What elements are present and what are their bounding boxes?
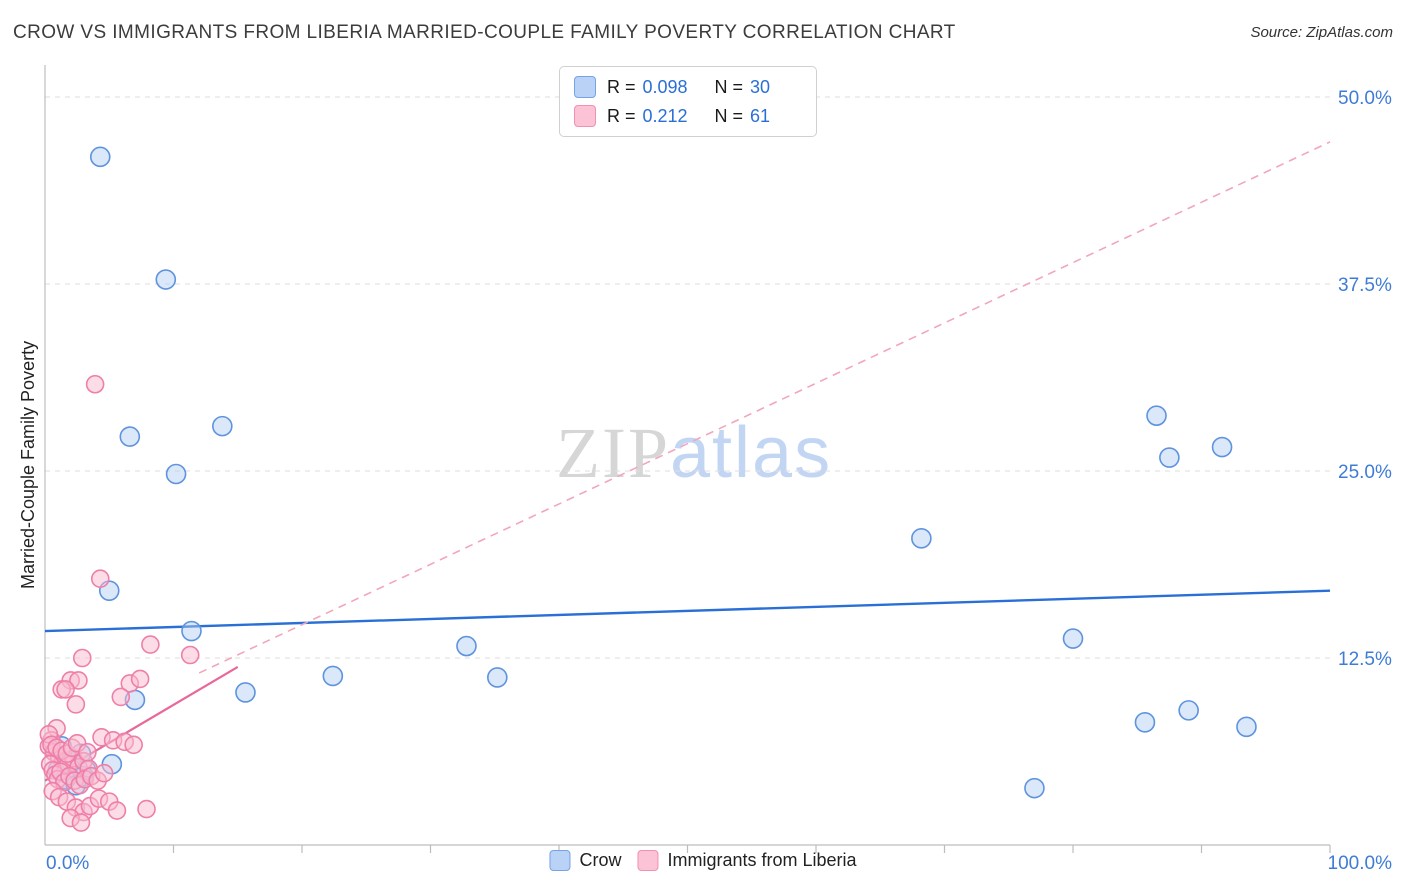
r-value-liberia: 0.212 (642, 105, 688, 126)
legend-row-liberia: R = 0.212 N = 61 (574, 105, 802, 127)
liberia-legend-label: Immigrants from Liberia (667, 850, 857, 870)
scatter-point-crow[interactable] (911, 528, 932, 549)
n-label: N = (714, 105, 744, 126)
y-tick-label: 50.0% (1338, 88, 1392, 109)
scatter-point-immigrants-from-liberia[interactable] (69, 671, 88, 690)
r-label: R = (607, 76, 636, 97)
y-tick-label: 25.0% (1338, 462, 1392, 483)
scatter-point-immigrants-from-liberia[interactable] (107, 801, 127, 820)
series-legend: Crow Immigrants from Liberia (549, 850, 857, 871)
trend-line-immigrants-from-liberia (198, 141, 1331, 674)
scatter-point-crow[interactable] (1062, 628, 1084, 649)
scatter-point-crow[interactable] (487, 667, 508, 688)
scatter-point-crow[interactable] (1146, 405, 1167, 426)
scatter-point-crow[interactable] (322, 665, 344, 687)
scatter-point-crow[interactable] (1178, 700, 1199, 721)
crow-legend-label: Crow (579, 850, 622, 870)
scatter-point-immigrants-from-liberia[interactable] (66, 695, 86, 714)
scatter-point-crow[interactable] (235, 682, 256, 703)
n-value-crow: 30 (750, 76, 771, 97)
liberia-swatch-icon (574, 105, 596, 127)
scatter-point-crow[interactable] (212, 415, 233, 437)
scatter-point-immigrants-from-liberia[interactable] (78, 742, 97, 762)
chart-title: CROW VS IMMIGRANTS FROM LIBERIA MARRIED-… (13, 22, 956, 43)
scatter-point-immigrants-from-liberia[interactable] (180, 645, 200, 665)
scatter-point-immigrants-from-liberia[interactable] (94, 763, 114, 783)
scatter-point-crow[interactable] (165, 463, 187, 485)
scatter-point-immigrants-from-liberia[interactable] (124, 735, 143, 755)
y-tick-label: 37.5% (1338, 275, 1392, 296)
scatter-point-immigrants-from-liberia[interactable] (137, 799, 156, 819)
scatter-point-immigrants-from-liberia[interactable] (141, 635, 160, 654)
scatter-point-crow[interactable] (181, 620, 202, 642)
liberia-legend-swatch-icon (637, 850, 659, 871)
scatter-point-immigrants-from-liberia[interactable] (72, 648, 92, 668)
correlation-legend-box: R = 0.098 N = 30 R = 0.212 N = 61 (559, 66, 817, 137)
legend-item-liberia: Immigrants from Liberia (637, 850, 857, 871)
trend-line-crow (44, 589, 1331, 633)
r-value-crow: 0.098 (642, 76, 688, 97)
scatter-point-immigrants-from-liberia[interactable] (56, 680, 75, 699)
y-tick-label: 12.5% (1338, 649, 1392, 670)
scatter-point-crow[interactable] (119, 426, 141, 447)
r-label: R = (607, 105, 636, 126)
scatter-point-immigrants-from-liberia[interactable] (71, 813, 91, 832)
legend-item-crow: Crow (549, 850, 621, 871)
scatter-point-crow[interactable] (1236, 716, 1257, 738)
x-axis-max-label: 100.0% (1327, 853, 1392, 874)
scatter-point-crow[interactable] (456, 635, 477, 657)
scatter-point-immigrants-from-liberia[interactable] (90, 569, 110, 589)
crow-swatch-icon (574, 76, 596, 98)
n-value-liberia: 61 (750, 105, 771, 126)
watermark-atlas: atlas (670, 413, 833, 493)
scatter-point-crow[interactable] (1134, 712, 1156, 733)
scatter-point-crow[interactable] (1159, 447, 1180, 468)
scatter-point-crow[interactable] (1211, 436, 1233, 458)
scatter-point-immigrants-from-liberia[interactable] (85, 374, 105, 394)
legend-row-crow: R = 0.098 N = 30 (574, 76, 802, 98)
x-axis-min-label: 0.0% (46, 853, 90, 874)
scatter-point-crow[interactable] (1024, 777, 1045, 799)
source-attribution: Source: ZipAtlas.com (1250, 24, 1393, 41)
scatter-point-immigrants-from-liberia[interactable] (130, 669, 150, 689)
n-label: N = (714, 76, 744, 97)
scatter-point-immigrants-from-liberia[interactable] (111, 687, 131, 707)
crow-legend-swatch-icon (549, 850, 571, 871)
scatter-point-crow[interactable] (89, 146, 111, 168)
scatter-point-crow[interactable] (155, 269, 177, 290)
